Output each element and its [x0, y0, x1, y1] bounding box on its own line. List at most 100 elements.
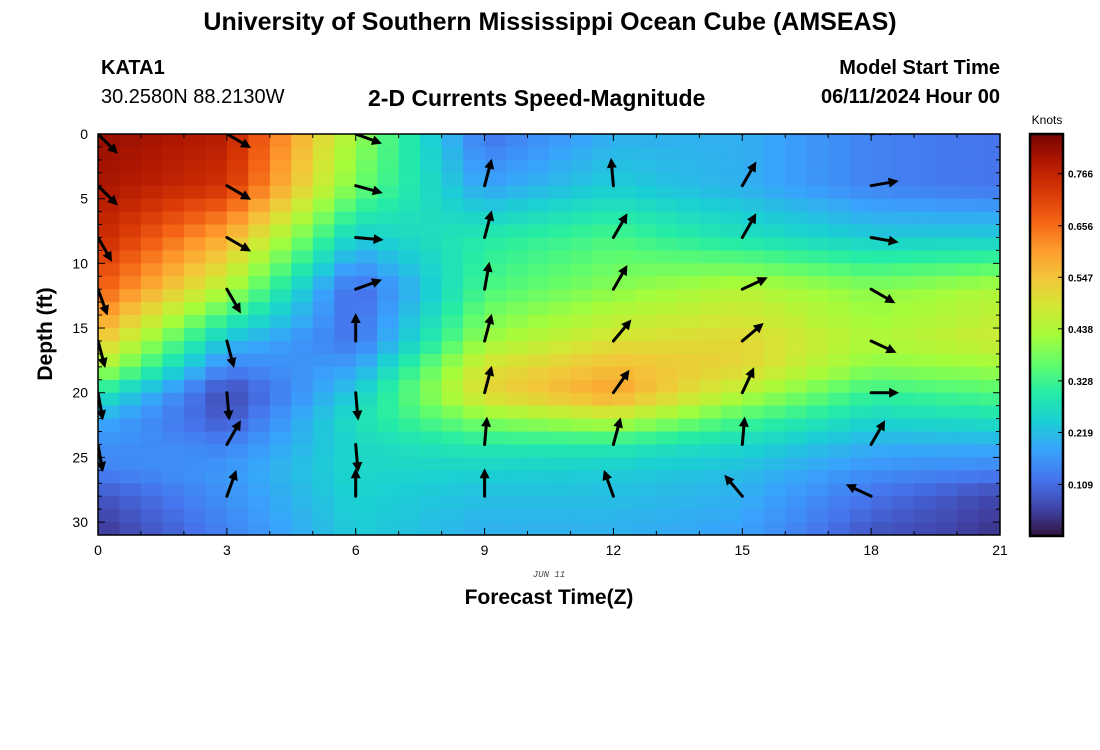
heatmap-cell: [849, 134, 872, 148]
heatmap-cell: [441, 198, 464, 213]
heatmap-cell: [441, 315, 464, 329]
heatmap-cell: [742, 392, 765, 407]
heatmap-cell: [205, 302, 228, 316]
heatmap-cell: [226, 405, 249, 420]
heatmap-cell: [527, 509, 550, 523]
heatmap-cell: [269, 224, 292, 239]
heatmap-cell: [785, 328, 808, 342]
heatmap-cell: [119, 185, 142, 200]
heatmap-cell: [355, 315, 378, 329]
heatmap-cell: [763, 159, 786, 174]
heatmap-cell: [763, 315, 786, 329]
heatmap-cell: [269, 496, 292, 510]
heatmap-cell: [355, 172, 378, 187]
heatmap-cell: [720, 366, 743, 381]
heatmap-cell: [613, 237, 636, 252]
heatmap-cell: [763, 289, 786, 303]
heatmap-cell: [871, 405, 894, 420]
heatmap-cell: [570, 483, 593, 497]
heatmap-cell: [677, 340, 700, 355]
heatmap-cell: [183, 134, 206, 148]
model-start-label: Model Start Time: [839, 57, 1000, 79]
heatmap-cell: [162, 146, 185, 161]
heatmap-cell: [312, 224, 335, 239]
heatmap-cell: [398, 444, 421, 458]
heatmap-cell: [463, 328, 486, 342]
heatmap-cell: [183, 353, 206, 368]
heatmap-cell: [205, 392, 228, 407]
heatmap-cell: [549, 250, 572, 264]
current-vector: [98, 134, 118, 154]
heatmap-cell: [570, 134, 593, 148]
heatmap-cell: [699, 289, 722, 303]
heatmap-cell: [312, 185, 335, 200]
heatmap-cell: [377, 340, 400, 355]
heatmap-cell: [248, 315, 271, 329]
heatmap-cell: [957, 496, 980, 510]
heatmap-cell: [785, 302, 808, 316]
heatmap-cell: [806, 172, 829, 187]
heatmap-cell: [291, 418, 314, 433]
heatmap-cell: [398, 457, 421, 471]
heatmap-cell: [183, 198, 206, 213]
heatmap-cell: [506, 457, 529, 471]
heatmap-cell: [957, 159, 980, 174]
heatmap-cell: [269, 522, 292, 535]
heatmap-cell: [269, 185, 292, 200]
heatmap-cell: [613, 289, 636, 303]
current-vector: [350, 468, 361, 498]
heatmap-cell: [334, 185, 357, 200]
heatmap-cell: [312, 340, 335, 355]
heatmap-cell: [549, 366, 572, 381]
heatmap-cell: [763, 392, 786, 407]
heatmap-cell: [162, 496, 185, 510]
current-vector: [98, 184, 118, 206]
heatmap-cell: [591, 159, 615, 174]
heatmap-cell: [162, 392, 185, 407]
heatmap-cell: [527, 146, 550, 161]
heatmap-cell: [806, 353, 829, 368]
heatmap-cell: [828, 418, 851, 433]
heatmap-cell: [656, 366, 679, 381]
heatmap-cell: [785, 237, 808, 252]
heatmap-cell: [334, 392, 357, 407]
heatmap-cell: [978, 496, 1000, 510]
heatmap-cell: [591, 340, 615, 355]
current-vector: [352, 391, 363, 421]
heatmap-cell: [291, 522, 314, 535]
heatmap-cell: [527, 470, 550, 484]
heatmap-cell: [785, 418, 808, 433]
heatmap-cell: [506, 172, 529, 187]
heatmap-cell: [398, 159, 421, 174]
heatmap-cell: [226, 198, 249, 213]
heatmap-cell: [957, 366, 980, 381]
heatmap-cell: [205, 340, 228, 355]
model-start-value: 06/11/2024 Hour 00: [820, 86, 1000, 108]
heatmap-cell: [849, 340, 872, 355]
current-vector: [483, 210, 495, 239]
heatmap-cell: [806, 340, 829, 355]
heatmap-cell: [914, 250, 937, 264]
current-vector: [606, 157, 617, 188]
heatmap-cell: [377, 496, 400, 510]
heatmap-cell: [506, 198, 529, 213]
current-vector: [225, 236, 252, 252]
heatmap-cell: [377, 159, 400, 174]
heatmap-cell: [914, 289, 937, 303]
heatmap-cell: [849, 496, 872, 510]
heatmap-cell: [377, 405, 400, 420]
current-vector: [740, 367, 755, 395]
heatmap-cell: [806, 431, 829, 446]
heatmap-cell: [269, 211, 292, 226]
heatmap-cell: [420, 328, 443, 342]
heatmap-cell: [248, 405, 271, 420]
heatmap-cell: [291, 431, 314, 446]
heatmap-cell: [183, 496, 206, 510]
heatmap-cell: [677, 237, 700, 252]
heatmap-cell: [140, 315, 164, 329]
heatmap-cell: [549, 392, 572, 407]
heatmap-cell: [634, 418, 657, 433]
heatmap-cell: [935, 353, 958, 368]
heatmap-cell: [162, 431, 185, 446]
current-vector: [483, 158, 495, 188]
